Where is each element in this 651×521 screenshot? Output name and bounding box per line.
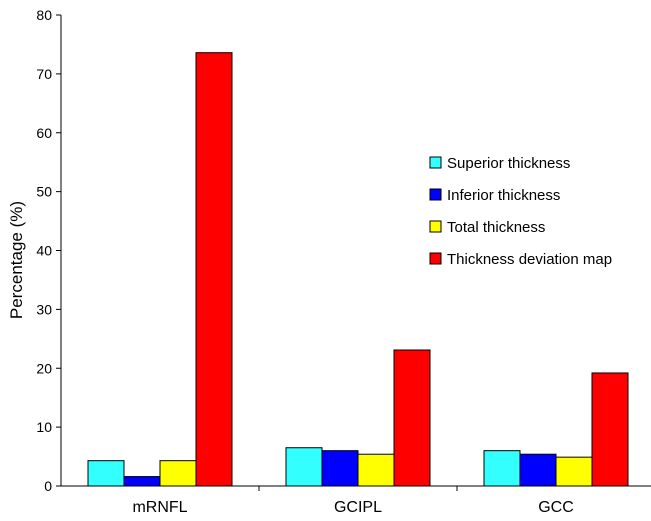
legend-label: Total thickness <box>447 219 545 236</box>
bar-inferior-thickness-gcipl <box>321 450 359 487</box>
bar-total-thickness-gcc <box>555 456 593 487</box>
y-tick-label: 70 <box>36 66 52 82</box>
y-tick-label: 40 <box>36 243 52 259</box>
legend-swatch <box>429 220 442 233</box>
legend-label: Thickness deviation map <box>447 251 612 268</box>
x-category-label: GCIPL <box>334 499 382 516</box>
bar-inferior-thickness-gcc <box>519 453 557 487</box>
y-tick-label: 0 <box>44 478 52 494</box>
bar-total-thickness-mrnfl <box>159 460 197 487</box>
legend-swatch <box>429 156 442 169</box>
bar-total-thickness-gcipl <box>357 453 395 487</box>
y-tick-label: 50 <box>36 184 52 200</box>
x-category-label: mRNFL <box>132 499 187 516</box>
bar-superior-thickness-gcc <box>483 450 521 487</box>
bars-layer <box>87 52 629 487</box>
bar-thickness-deviation-map-gcc <box>591 372 629 487</box>
legend-label: Inferior thickness <box>447 187 560 204</box>
bar-superior-thickness-gcipl <box>285 447 323 487</box>
bar-superior-thickness-mrnfl <box>87 460 125 487</box>
x-category-label: GCC <box>538 499 574 516</box>
y-tick-label: 30 <box>36 301 52 317</box>
y-tick-label: 10 <box>36 419 52 435</box>
bar-inferior-thickness-mrnfl <box>123 476 161 487</box>
y-tick-label: 80 <box>36 7 52 23</box>
legend-swatch <box>429 188 442 201</box>
bar-thickness-deviation-map-mrnfl <box>195 52 233 487</box>
legend-label: Superior thickness <box>447 155 570 172</box>
y-tick-label: 60 <box>36 125 52 141</box>
x-axis-ticks: mRNFL GCIPL GCC <box>132 486 574 516</box>
y-axis-title: Percentage (%) <box>7 201 26 319</box>
y-axis-ticks: 0 10 20 30 40 50 60 70 80 <box>36 7 61 494</box>
y-tick-label: 20 <box>36 360 52 376</box>
bar-thickness-deviation-map-gcipl <box>393 349 431 487</box>
legend-swatch <box>429 252 442 265</box>
legend: Superior thickness Inferior thickness Tota… <box>429 155 612 268</box>
